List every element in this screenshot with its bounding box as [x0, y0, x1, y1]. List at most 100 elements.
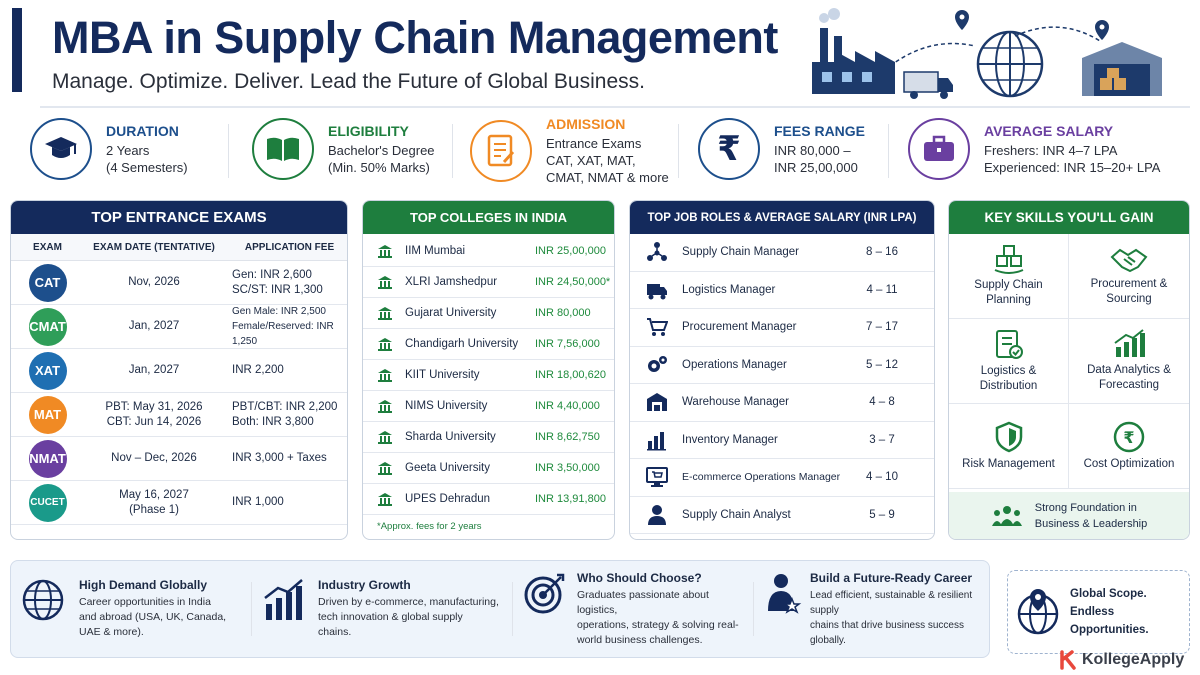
global-scope-box: Global Scope. Endless Opportunities.	[1007, 570, 1190, 654]
skills-title: KEY SKILLS YOU'LL GAIN	[949, 201, 1189, 234]
benefit-text-2: tech innovation & global supply	[318, 611, 463, 623]
col-exam: EXAM	[33, 241, 62, 253]
college-row: Chandigarh University INR 7,56,000	[363, 329, 614, 360]
skill-item: Logistics & Distribution	[949, 319, 1069, 404]
college-name: IIM Mumbai	[405, 245, 466, 257]
benefit-divider	[753, 582, 754, 636]
benefit-divider	[512, 582, 513, 636]
exam-row: XAT Jan, 2027 INR 2,200	[11, 349, 347, 393]
job-title: Operations Manager	[682, 358, 787, 371]
institution-icon	[378, 338, 392, 351]
globe-icon	[22, 579, 64, 621]
college-name: NIMS University	[405, 400, 488, 412]
college-row: NIMS University INR 4,40,000	[363, 391, 614, 422]
info-divider	[888, 124, 889, 178]
institution-icon	[378, 462, 392, 475]
info-divider	[452, 124, 453, 178]
info-divider	[228, 124, 229, 178]
skills-grid: Supply Chain Planning Procurement & Sour…	[949, 234, 1189, 489]
truck-icon	[647, 283, 667, 300]
bar-chart-icon	[647, 431, 666, 451]
exam-fee-2: SC/ST: INR 1,300	[232, 283, 323, 296]
skill-label: Logistics &	[980, 365, 1037, 377]
info-fees: ₹ FEES RANGE INR 80,000 – INR 25,00,000	[698, 118, 865, 180]
jobs-list: Supply Chain Manager 8 – 16 Logistics Mana…	[630, 234, 934, 534]
person-icon	[648, 504, 666, 525]
exam-date: May 16, 2027	[119, 488, 189, 501]
exam-fee-2: Both: INR 3,800	[232, 415, 314, 428]
cart-icon	[647, 318, 668, 337]
fees-max: INR 25,00,000	[774, 159, 858, 175]
exam-date-2: CBT: Jun 14, 2026	[106, 415, 202, 428]
benefits-strip: High Demand Globally Career opportunitie…	[10, 560, 990, 658]
benefit-text-3: globally.	[810, 634, 846, 646]
eligibility-detail: (Min. 50% Marks)	[328, 159, 430, 175]
foundation-line-1: Strong Foundation in	[1034, 502, 1137, 514]
skill-item: Procurement & Sourcing	[1069, 234, 1189, 319]
exam-fee: Gen: INR 2,600	[232, 268, 312, 281]
college-name: UPES Dehradun	[405, 493, 491, 505]
college-name: XLRI Jamshedpur	[405, 276, 498, 288]
skill-label: Procurement &	[1090, 278, 1168, 290]
col-fee: APPLICATION FEE	[244, 241, 335, 253]
skill-item: ₹ Cost Optimization	[1069, 404, 1189, 489]
page-title: MBA in Supply Chain Management	[52, 12, 778, 63]
benefit-who-should-choose: Who Should Choose? Graduates passionate …	[513, 571, 753, 648]
benefit-text-3: chains.	[318, 626, 352, 638]
admission-exams-more: CMAT, NMAT & more	[546, 170, 669, 185]
college-fee: INR 80,000	[535, 307, 591, 319]
benefit-title: High Demand Globally	[79, 578, 208, 592]
person-star-icon	[768, 573, 802, 614]
team-icon	[991, 506, 1022, 526]
college-fee: INR 7,56,000	[535, 338, 600, 350]
job-salary: 8 – 16	[866, 246, 898, 259]
exam-row: MAT PBT: May 31, 2026 CBT: Jun 14, 2026 PBT…	[11, 393, 347, 437]
benefit-text-2: chains that drive business success	[810, 619, 964, 631]
warehouse-icon	[1082, 42, 1162, 96]
fees-min: INR 80,000 –	[774, 142, 851, 158]
job-row: Logistics Manager 4 – 11	[630, 272, 934, 309]
institution-icon	[378, 493, 392, 506]
benefit-text-1: Graduates passionate about logistics,	[577, 588, 709, 616]
job-title: E-commerce Operations Manager	[682, 471, 841, 484]
exam-date: Jan, 2027	[128, 320, 180, 332]
foundation-banner: Strong Foundation in Business & Leadersh…	[949, 492, 1189, 539]
book-icon	[252, 118, 314, 180]
svg-text:₹: ₹	[1123, 428, 1134, 447]
college-name: KIIT University	[405, 369, 480, 381]
exam-date: Nov – Dec, 2026	[111, 452, 197, 464]
info-eligibility: ELIGIBILITY Bachelor's Degree (Min. 50% …	[252, 118, 435, 180]
benefit-text-1: Career opportunities in India	[79, 596, 211, 608]
job-salary: 7 – 17	[866, 321, 898, 334]
college-name: Chandigarh University	[405, 338, 519, 350]
info-duration: DURATION 2 Years (4 Semesters)	[30, 118, 188, 180]
exam-badge: CMAT	[28, 307, 67, 346]
location-pin-icon	[955, 10, 1109, 40]
institution-icon	[378, 245, 392, 258]
job-title: Supply Chain Analyst	[682, 508, 791, 521]
global-scope-line-2: Endless Opportunities.	[1070, 606, 1149, 636]
benefit-title: Who Should Choose?	[577, 570, 702, 585]
institution-icon	[378, 369, 392, 382]
job-row: Supply Chain Manager 8 – 16	[630, 234, 934, 272]
info-salary: AVERAGE SALARY Freshers: INR 4–7 LPA Exp…	[908, 118, 1160, 180]
jobs-title: TOP JOB ROLES & AVERAGE SALARY (INR LPA)	[630, 201, 934, 234]
benefit-divider	[251, 582, 252, 636]
institution-icon	[378, 307, 392, 320]
college-row: Gujarat University INR 80,000	[363, 298, 614, 329]
college-row: Geeta University INR 3,50,000	[363, 453, 614, 484]
job-title: Procurement Manager	[682, 321, 797, 334]
exam-date-2: (Phase 1)	[129, 503, 179, 516]
duration-detail: (4 Semesters)	[106, 159, 188, 175]
skill-label: Cost Optimization	[1083, 457, 1175, 470]
job-title: Warehouse Manager	[682, 396, 789, 409]
exams-table-body: CAT Nov, 2026 Gen: INR 2,600 SC/ST: INR 1,3…	[11, 261, 347, 525]
global-scope-line-1: Global Scope.	[1070, 588, 1147, 600]
warehouse-icon	[647, 393, 667, 412]
job-title: Logistics Manager	[682, 283, 776, 296]
benefit-text-2: operations, strategy & solving real-	[577, 618, 739, 631]
admission-value: Entrance Exams	[546, 136, 642, 151]
skills-panel: KEY SKILLS YOU'LL GAIN Supply Chain Plan…	[948, 200, 1190, 540]
job-salary: 3 – 7	[869, 433, 895, 446]
skill-label: Risk Management	[962, 457, 1055, 470]
